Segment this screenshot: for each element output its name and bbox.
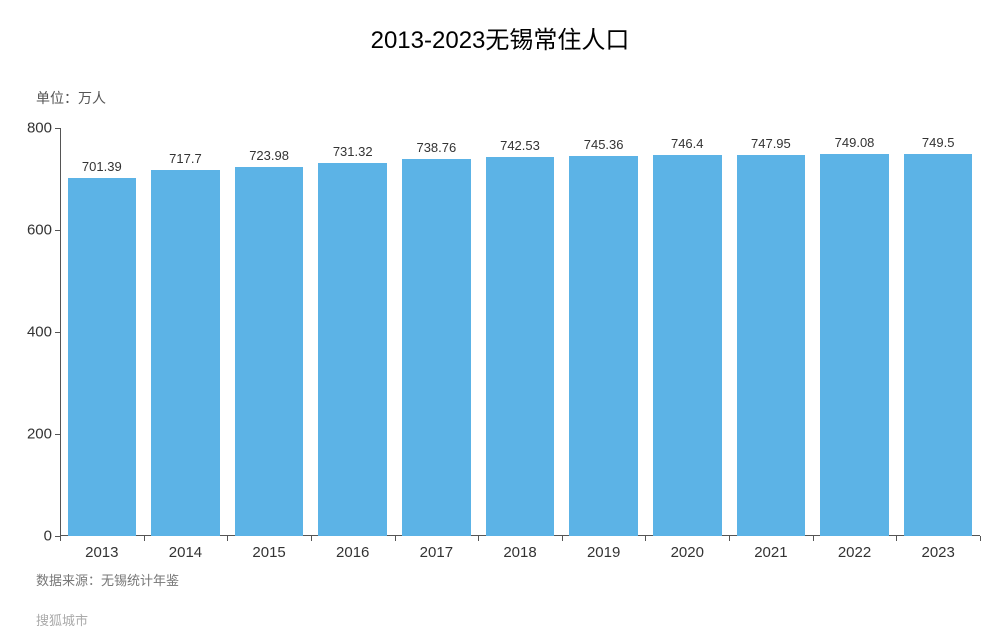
bar: 723.98 (235, 167, 304, 536)
y-tick-mark (55, 128, 60, 129)
x-tick-label: 2019 (587, 544, 620, 561)
bar: 745.36 (569, 156, 638, 536)
x-tick-mark (562, 536, 563, 541)
x-tick-label: 2014 (169, 544, 202, 561)
bar-value-label: 738.76 (416, 140, 456, 155)
bar-value-label: 731.32 (333, 144, 373, 159)
x-tick-label: 2017 (420, 544, 453, 561)
bar: 701.39 (68, 178, 137, 536)
population-bar-chart: 2013-2023无锡常住人口 单位：万人 701.39717.7723.987… (0, 0, 1000, 638)
bar-value-label: 701.39 (82, 159, 122, 174)
bars-group: 701.39717.7723.98731.32738.76742.53745.3… (60, 128, 980, 536)
x-tick-mark (645, 536, 646, 541)
bar-value-label: 745.36 (584, 137, 624, 152)
attribution-label: 搜狐城市 (36, 610, 88, 629)
unit-label: 单位：万人 (36, 88, 106, 108)
bar-value-label: 749.5 (922, 135, 955, 150)
x-tick-label: 2021 (754, 544, 787, 561)
bar: 749.5 (904, 154, 973, 536)
x-tick-mark (478, 536, 479, 541)
x-tick-mark (227, 536, 228, 541)
bar-value-label: 742.53 (500, 138, 540, 153)
bar: 749.08 (820, 154, 889, 536)
x-tick-mark (395, 536, 396, 541)
x-tick-label: 2013 (85, 544, 118, 561)
bar-value-label: 723.98 (249, 148, 289, 163)
y-tick-mark (55, 332, 60, 333)
x-tick-label: 2016 (336, 544, 369, 561)
plot-area: 701.39717.7723.98731.32738.76742.53745.3… (60, 128, 980, 536)
x-tick-label: 2015 (252, 544, 285, 561)
bar-value-label: 717.7 (169, 151, 202, 166)
bar-value-label: 746.4 (671, 136, 704, 151)
x-tick-mark (60, 536, 61, 541)
bar: 747.95 (737, 155, 806, 536)
bar: 731.32 (318, 163, 387, 536)
bar: 746.4 (653, 155, 722, 536)
bar: 717.7 (151, 170, 220, 536)
x-tick-mark (980, 536, 981, 541)
y-tick-mark (55, 230, 60, 231)
x-tick-mark (729, 536, 730, 541)
x-tick-mark (813, 536, 814, 541)
bar: 742.53 (486, 157, 555, 536)
bar-value-label: 747.95 (751, 136, 791, 151)
x-tick-label: 2020 (671, 544, 704, 561)
x-tick-label: 2018 (503, 544, 536, 561)
x-tick-mark (311, 536, 312, 541)
chart-title: 2013-2023无锡常住人口 (0, 20, 1000, 55)
data-source-label: 数据来源：无锡统计年鉴 (36, 570, 179, 589)
x-tick-label: 2022 (838, 544, 871, 561)
x-tick-label: 2023 (921, 544, 954, 561)
x-tick-mark (896, 536, 897, 541)
y-tick-mark (55, 434, 60, 435)
bar: 738.76 (402, 159, 471, 536)
x-tick-mark (144, 536, 145, 541)
bar-value-label: 749.08 (835, 135, 875, 150)
